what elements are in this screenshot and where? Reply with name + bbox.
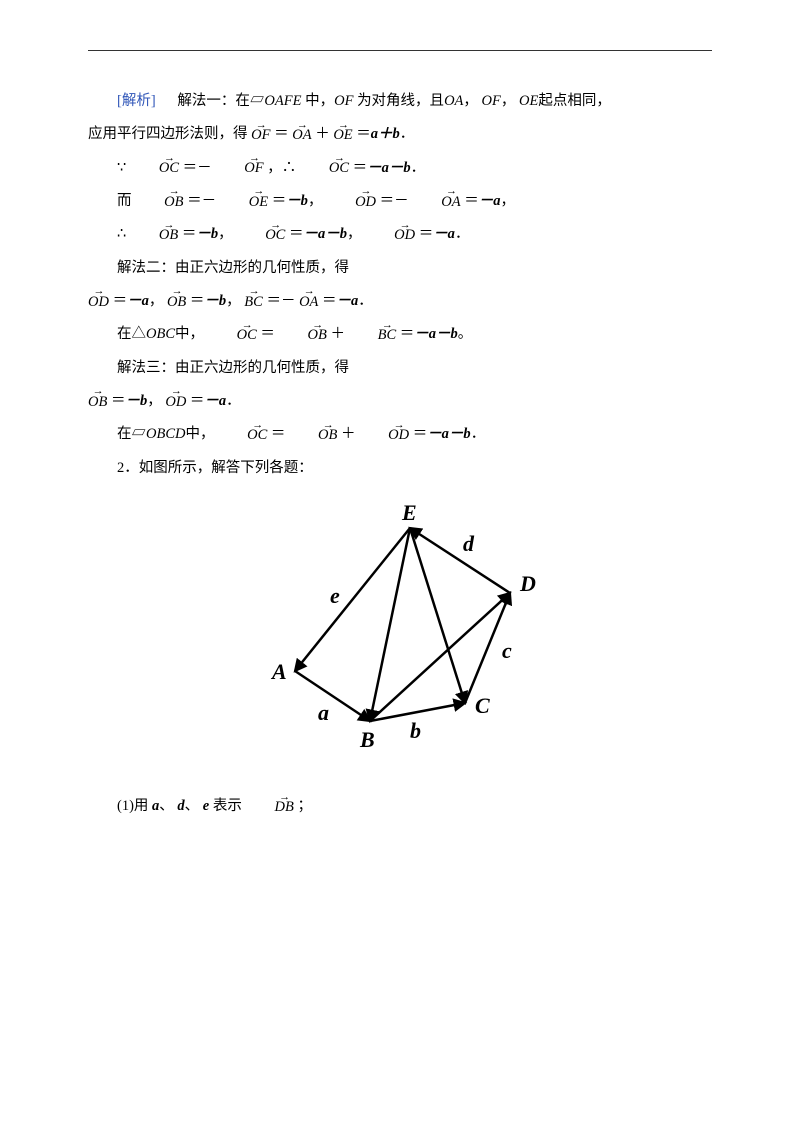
vec-bc: →BC	[244, 289, 263, 309]
line-10: →OB ＝－b， →OD ＝－a．	[88, 385, 712, 418]
svg-text:d: d	[463, 531, 475, 556]
vec-oc: →OC	[130, 156, 179, 176]
vec-oc: →OC	[208, 323, 257, 343]
vec-od: →OD	[88, 289, 109, 309]
vec-od: →OD	[165, 389, 186, 409]
line-6: 解法二：由正六边形的几何性质，得	[88, 252, 712, 285]
vec-of: →OF	[251, 123, 270, 143]
svg-text:e: e	[330, 583, 340, 608]
vec-ob: →OB	[88, 389, 107, 409]
vec-oc: →OC	[236, 223, 285, 243]
svg-text:C: C	[475, 693, 490, 718]
question-2: 2．如图所示，解答下列各题：	[88, 452, 712, 485]
vec-ob: →OB	[135, 189, 183, 209]
question-2-1: (1)用 a、 d、 e 表示 →DB ；	[88, 790, 712, 823]
vec-ob: →OB	[289, 423, 337, 443]
svg-text:b: b	[410, 718, 421, 743]
line-4: 而 →OB ＝－ →OE ＝－b， →OD ＝－ →OA ＝－a，	[88, 185, 712, 218]
vec-oe: →OE	[333, 123, 352, 143]
line-1: [解析] 解法一：在▱OAFE 中，OF 为对角线，且OA， OF， OE起点相…	[88, 85, 712, 118]
svg-text:D: D	[519, 571, 536, 596]
vec-ob: →OB	[167, 289, 186, 309]
analysis-label: [解析]	[117, 93, 156, 109]
svg-text:c: c	[502, 638, 512, 663]
svg-text:B: B	[359, 727, 375, 752]
vec-oc: →OC	[218, 423, 267, 443]
line-3: ∵ →OC ＝－ →OF ，∴ →OC ＝－a－b．	[88, 152, 712, 185]
vec-od: →OD	[365, 223, 415, 243]
vec-oc: →OC	[300, 156, 349, 176]
svg-text:E: E	[401, 503, 417, 525]
vector-diagram: a b c d e A B C D E	[88, 503, 712, 766]
line-8: 在△OBC中， →OC ＝ →OB ＋ →BC ＝－a－b。	[88, 318, 712, 351]
line-11: 在▱OBCD中， →OC ＝ →OB ＋ →OD ＝－a－b．	[88, 418, 712, 451]
vec-oe: →OE	[220, 189, 268, 209]
vec-db: →DB	[245, 795, 293, 815]
line-9: 解法三：由正六边形的几何性质，得	[88, 352, 712, 385]
vec-ob: →OB	[130, 223, 178, 243]
svg-text:a: a	[318, 700, 329, 725]
vec-oa: →OA	[299, 289, 318, 309]
top-rule	[88, 50, 712, 51]
vec-bc: →BC	[349, 323, 397, 343]
vec-oa: →OA	[292, 123, 311, 143]
vec-od: →OD	[326, 189, 376, 209]
line-2: 应用平行四边形法则，得 →OF ＝ →OA ＋ →OE ＝a＋b．	[88, 118, 712, 151]
line-7: →OD ＝－a， →OB ＝－b， →BC ＝－ →OA ＝－a．	[88, 285, 712, 318]
line-5: ∴ →OB ＝－b， →OC ＝－a－b， →OD ＝－a．	[88, 218, 712, 251]
svg-text:A: A	[270, 659, 287, 684]
vec-ob: →OB	[279, 323, 327, 343]
vec-oa: →OA	[412, 189, 460, 209]
vec-od: →OD	[359, 423, 409, 443]
vec-of: →OF	[215, 156, 263, 176]
